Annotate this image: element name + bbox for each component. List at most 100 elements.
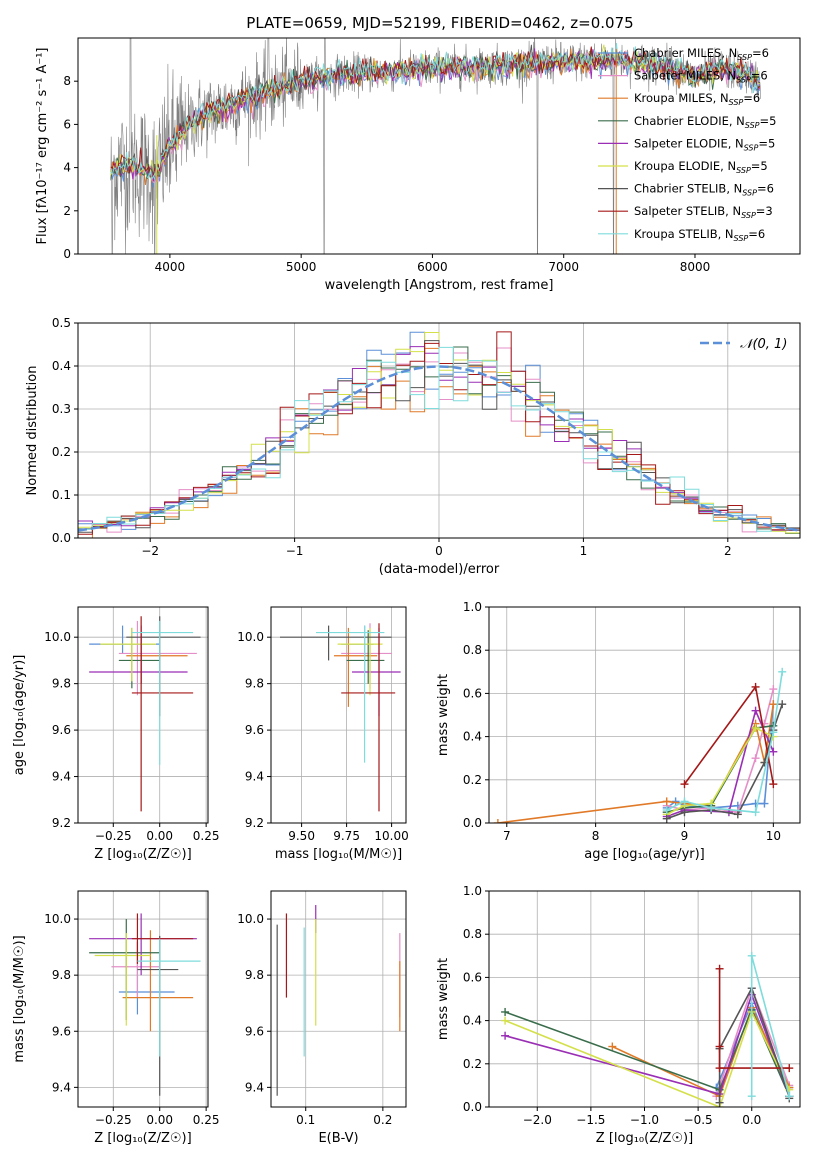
residuals-panel: −2 −1 0 1 2 0.0 0.1 0.2 0.3 0.4 0.5 (data-model)/er… (25, 316, 801, 577)
series-marker (715, 964, 724, 973)
y-tick-label: 10.0 (44, 630, 71, 644)
y-tick-label: 10.0 (237, 912, 264, 926)
residual-histogram-8 (78, 346, 800, 532)
series-marker (778, 667, 787, 676)
y-axis-label: mass weight (436, 674, 451, 756)
legend-label: Chabrier MILES, NSSP=6 (634, 46, 769, 62)
x-tick-label: 10 (766, 829, 781, 843)
series-marker (751, 706, 760, 715)
x-axis-label: (data-model)/error (379, 562, 500, 577)
series-marker (751, 754, 760, 763)
x-tick-label: 2 (724, 544, 732, 558)
axes-frame (77, 890, 209, 1108)
y-tick-label: 0.2 (52, 445, 71, 459)
y-tick-label: 0.2 (463, 1057, 482, 1071)
y-tick-label: 9.6 (52, 723, 71, 737)
y-tick-label: 10.0 (237, 630, 264, 644)
grid (78, 891, 208, 1107)
series-marker (680, 808, 689, 817)
series-marker (707, 803, 716, 812)
x-tick-label: 0.1 (296, 1113, 315, 1127)
y-tick-label: 9.8 (52, 968, 71, 982)
y-tick-label: 9.4 (52, 770, 71, 784)
series-line-6 (718, 986, 791, 1103)
y-tick-label: 9.4 (52, 1080, 71, 1094)
grid (271, 607, 406, 824)
series-marker (680, 797, 689, 806)
y-tick-label: 0.6 (463, 686, 482, 700)
legend-label: Chabrier ELODIE, NSSP=5 (634, 114, 776, 130)
y-tick-label: 0.6 (463, 970, 482, 984)
y-axis-label: age [log₁₀(age/yr)] (12, 655, 27, 776)
axes-frame (270, 890, 407, 1108)
series-marker (769, 685, 778, 694)
model-spectrum-8 (110, 43, 761, 182)
axes-frame (270, 606, 407, 824)
y-axis-label: mass [log₁₀(M/M☉)] (12, 935, 27, 1062)
x-tick-label: 10.00 (374, 829, 408, 843)
mass-vs-metallicity-panel: −0.25 0.00 0.25 9.4 9.6 9.8 10.0 Z [log₁₀(Z/Z☉)… (12, 890, 220, 1146)
series-marker (501, 1007, 510, 1016)
plot-area (110, 38, 761, 254)
x-tick-label: 0.00 (146, 829, 173, 843)
series-marker (608, 1042, 617, 1051)
x-tick-label: 8000 (680, 260, 711, 274)
y-axis-label: mass weight (436, 958, 451, 1040)
x-tick-label: −2.0 (523, 1113, 552, 1127)
plot-area (276, 905, 401, 1096)
plot-area (89, 913, 201, 1096)
x-axis-label: Z [log₁₀(Z/Z☉)] (94, 1131, 191, 1146)
mass-vs-ebv-panel: 0.1 0.2 9.4 9.6 9.8 10.0 E(B-V) (237, 890, 407, 1146)
y-tick-label: 9.8 (52, 677, 71, 691)
spectrum-legend: Chabrier MILES, NSSP=6 Salpeter MILES, NS… (598, 46, 776, 243)
series-marker (733, 810, 742, 819)
y-tick-label: 10.0 (44, 912, 71, 926)
grid (489, 606, 800, 824)
x-tick-label: 9.50 (288, 829, 315, 843)
x-axis-label: Z [log₁₀(Z/Z☉)] (596, 1131, 693, 1146)
series-line-7 (683, 684, 775, 785)
x-axis-label: E(B-V) (318, 1131, 358, 1146)
legend-label: Salpeter ELODIE, NSSP=5 (634, 136, 775, 152)
y-tick-label: 9.4 (245, 770, 264, 784)
x-tick-label: 5000 (286, 260, 317, 274)
y-tick-label: 0.3 (52, 402, 71, 416)
y-tick-label: 9.6 (52, 1024, 71, 1038)
y-tick-label: 2 (63, 204, 71, 218)
y-tick-label: 0.4 (463, 730, 482, 744)
x-tick-label: 8 (592, 829, 600, 843)
x-tick-label: −1.0 (630, 1113, 659, 1127)
series-marker (715, 1042, 724, 1051)
y-axis-label: Normed distribution (25, 366, 40, 496)
series-line-0 (666, 704, 775, 809)
series-marker (785, 1064, 794, 1073)
grid (78, 607, 208, 824)
series-marker (769, 747, 778, 756)
x-tick-label: −1.5 (576, 1113, 605, 1127)
series-marker (662, 814, 671, 823)
x-tick-label: 7000 (548, 260, 579, 274)
x-tick-label: 9.75 (333, 829, 360, 843)
series-line-3 (666, 725, 774, 813)
plot-area (493, 667, 787, 823)
legend-label: Kroupa STELIB, NSSP=6 (634, 227, 765, 243)
series-marker (751, 723, 760, 732)
y-tick-label: 0.8 (463, 643, 482, 657)
series-marker (662, 806, 671, 815)
y-tick-label: 9.8 (245, 968, 264, 982)
y-tick-label: 0.4 (463, 1014, 482, 1028)
x-tick-label: 9 (681, 829, 689, 843)
mass-weight-vs-age-panel: 7 8 9 10 0.0 0.2 0.4 0.6 0.8 1.0 age [log₁₀(age/yr… (436, 600, 801, 862)
series-line-8 (666, 671, 783, 814)
plot-area (280, 623, 401, 812)
series-marker (769, 780, 778, 789)
mass-weight-vs-metallicity-panel: −2.0 −1.5 −1.0 −0.5 0.0 0.0 0.2 0.4 0.6 0.8 1.0 Z [… (436, 884, 801, 1146)
axes-frame (77, 606, 209, 824)
y-tick-label: 0.0 (463, 816, 482, 830)
y-tick-label: 0.0 (52, 531, 71, 545)
series-marker (785, 1092, 794, 1101)
x-tick-label: 7 (503, 829, 511, 843)
axes-frame (77, 37, 801, 255)
series-marker (501, 1031, 510, 1040)
series-marker (501, 1016, 510, 1025)
